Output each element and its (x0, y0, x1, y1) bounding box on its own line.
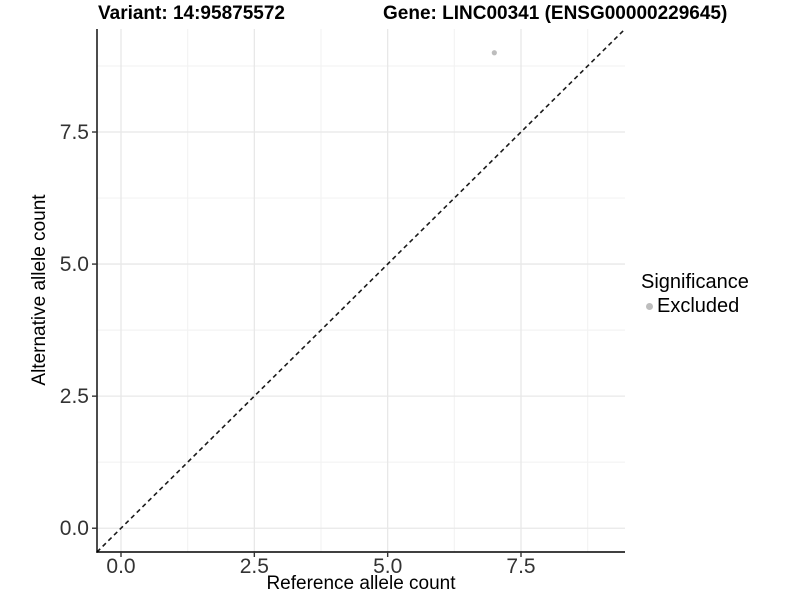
legend-item-label: Excluded (657, 294, 740, 317)
x-tick-label: 2.5 (240, 555, 269, 578)
y-tick-label: 2.5 (60, 385, 89, 408)
plot-title-variant: Variant: 14:95875572 (98, 3, 285, 24)
legend-title: Significance (641, 271, 749, 293)
x-axis-title: Reference allele count (266, 573, 456, 594)
identity-reference-line (96, 28, 626, 553)
x-tick-label: 7.5 (506, 555, 535, 578)
data-point (491, 50, 497, 56)
y-axis-title: Alternative allele count (29, 194, 50, 386)
y-tick-label: 5.0 (60, 253, 89, 276)
legend-item-excluded: Excluded (641, 294, 749, 317)
x-tick-label: 5.0 (373, 555, 402, 578)
plot-title-gene: Gene: LINC00341 (ENSG00000229645) (383, 3, 728, 24)
legend-point-icon (646, 302, 653, 310)
y-tick-label: 0.0 (60, 517, 89, 540)
y-tick-label: 7.5 (60, 121, 89, 144)
x-tick-label: 0.0 (106, 555, 135, 578)
legend: Significance Excluded (641, 271, 749, 317)
